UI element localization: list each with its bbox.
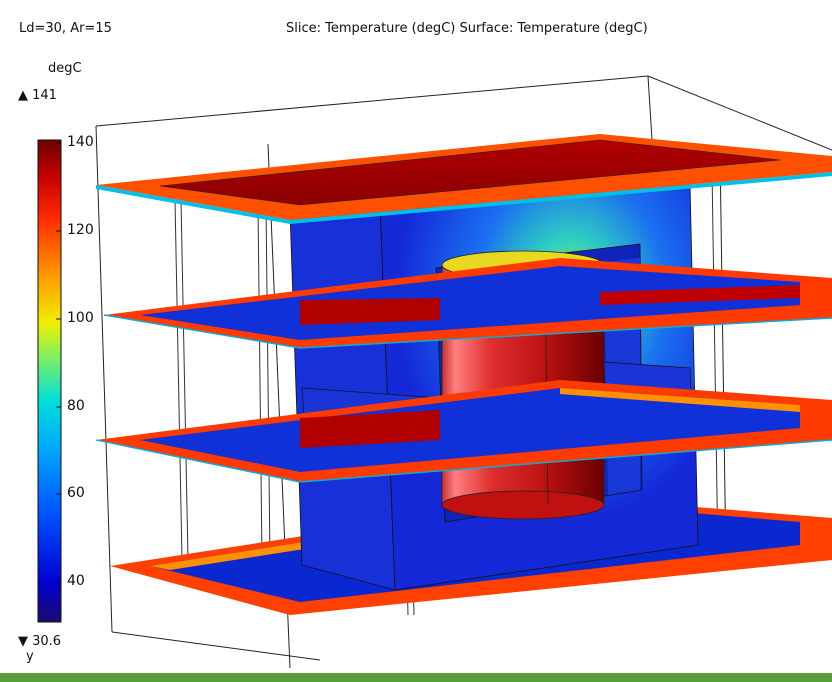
colorbar-tick-100: 100 bbox=[67, 310, 94, 326]
slice-plane-lower bbox=[95, 380, 832, 483]
slice-plane-upper bbox=[103, 258, 832, 349]
colorbar-unit: degC bbox=[48, 61, 82, 76]
params-label: Ld=30, Ar=15 bbox=[19, 21, 112, 36]
colorbar-tick-140: 140 bbox=[67, 134, 94, 150]
colorbar-tick-80: 80 bbox=[67, 398, 85, 414]
colorbar bbox=[37, 139, 62, 623]
colorbar-tick-60: 60 bbox=[67, 485, 85, 501]
colorbar-tick-120: 120 bbox=[67, 222, 94, 238]
colorbar-tick-40: 40 bbox=[67, 573, 85, 589]
status-bar bbox=[0, 673, 832, 682]
colorbar-min-label: ▼ 30.6 bbox=[18, 634, 62, 649]
slice-plane-top bbox=[96, 134, 832, 224]
colorbar-max-label: ▲ 141 bbox=[18, 88, 57, 103]
axis-label-y: y bbox=[26, 649, 34, 664]
plot-title: Slice: Temperature (degC) Surface: Tempe… bbox=[286, 21, 648, 36]
